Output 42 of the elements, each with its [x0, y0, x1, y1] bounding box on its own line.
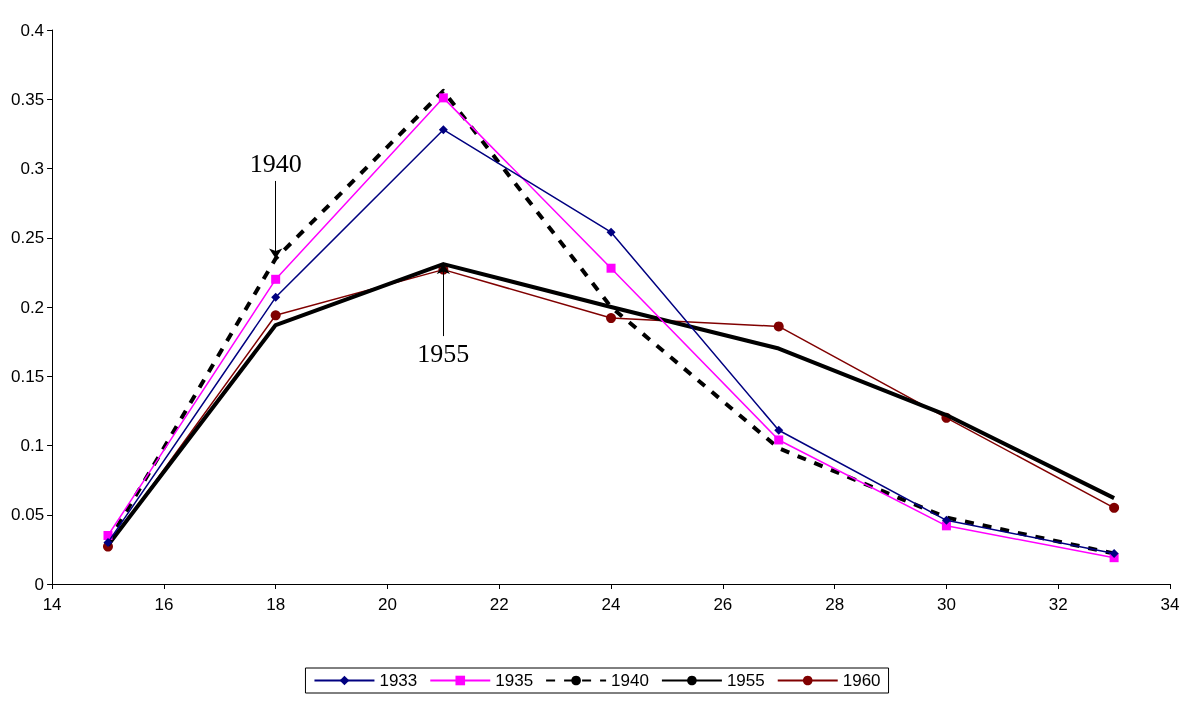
point	[103, 537, 113, 547]
x-tick-label: 20	[378, 595, 397, 614]
legend-label: 1933	[379, 671, 418, 690]
y-tick-label: 0.25	[10, 228, 45, 248]
point	[774, 435, 784, 445]
point	[438, 93, 448, 103]
y-tick-label: 0.4	[20, 20, 45, 40]
y-tick-label: 0.1	[20, 436, 45, 455]
legend-label: 1955	[726, 671, 765, 690]
y-tick-label: 0.2	[20, 297, 45, 317]
point	[438, 125, 448, 135]
x-tick-label: 26	[713, 595, 733, 614]
legend-label: 1935	[495, 671, 534, 690]
point	[774, 425, 784, 435]
point	[1109, 549, 1119, 559]
point	[606, 263, 616, 273]
point	[271, 292, 281, 302]
y-tick-label: 0.3	[20, 159, 45, 178]
point	[1109, 502, 1120, 513]
x-tick-label: 18	[266, 595, 286, 614]
point	[606, 227, 616, 237]
x-tick-label: 32	[1048, 595, 1068, 614]
x-tick-label: 30	[936, 595, 956, 614]
y-tick-label: 0.05	[10, 505, 45, 525]
x-tick-label: 16	[154, 595, 174, 614]
x-tick-label: 14	[42, 595, 62, 614]
y-tick-label: 0.35	[10, 89, 45, 109]
annotation: 1940	[249, 149, 302, 179]
point	[606, 313, 617, 324]
legend-label: 1940	[611, 671, 649, 690]
point	[271, 274, 281, 284]
point	[270, 310, 281, 321]
legend-label: 1960	[842, 671, 881, 690]
x-tick-label: 22	[489, 595, 509, 614]
point	[773, 321, 784, 332]
y-tick-label: 0.15	[10, 366, 45, 386]
annotation: 1955	[417, 338, 470, 368]
x-tick-label: 34	[1160, 595, 1180, 614]
y-tick-label: 0	[34, 574, 45, 594]
point	[941, 515, 951, 525]
x-tick-label: 24	[601, 595, 621, 614]
x-tick-label: 28	[825, 595, 845, 614]
